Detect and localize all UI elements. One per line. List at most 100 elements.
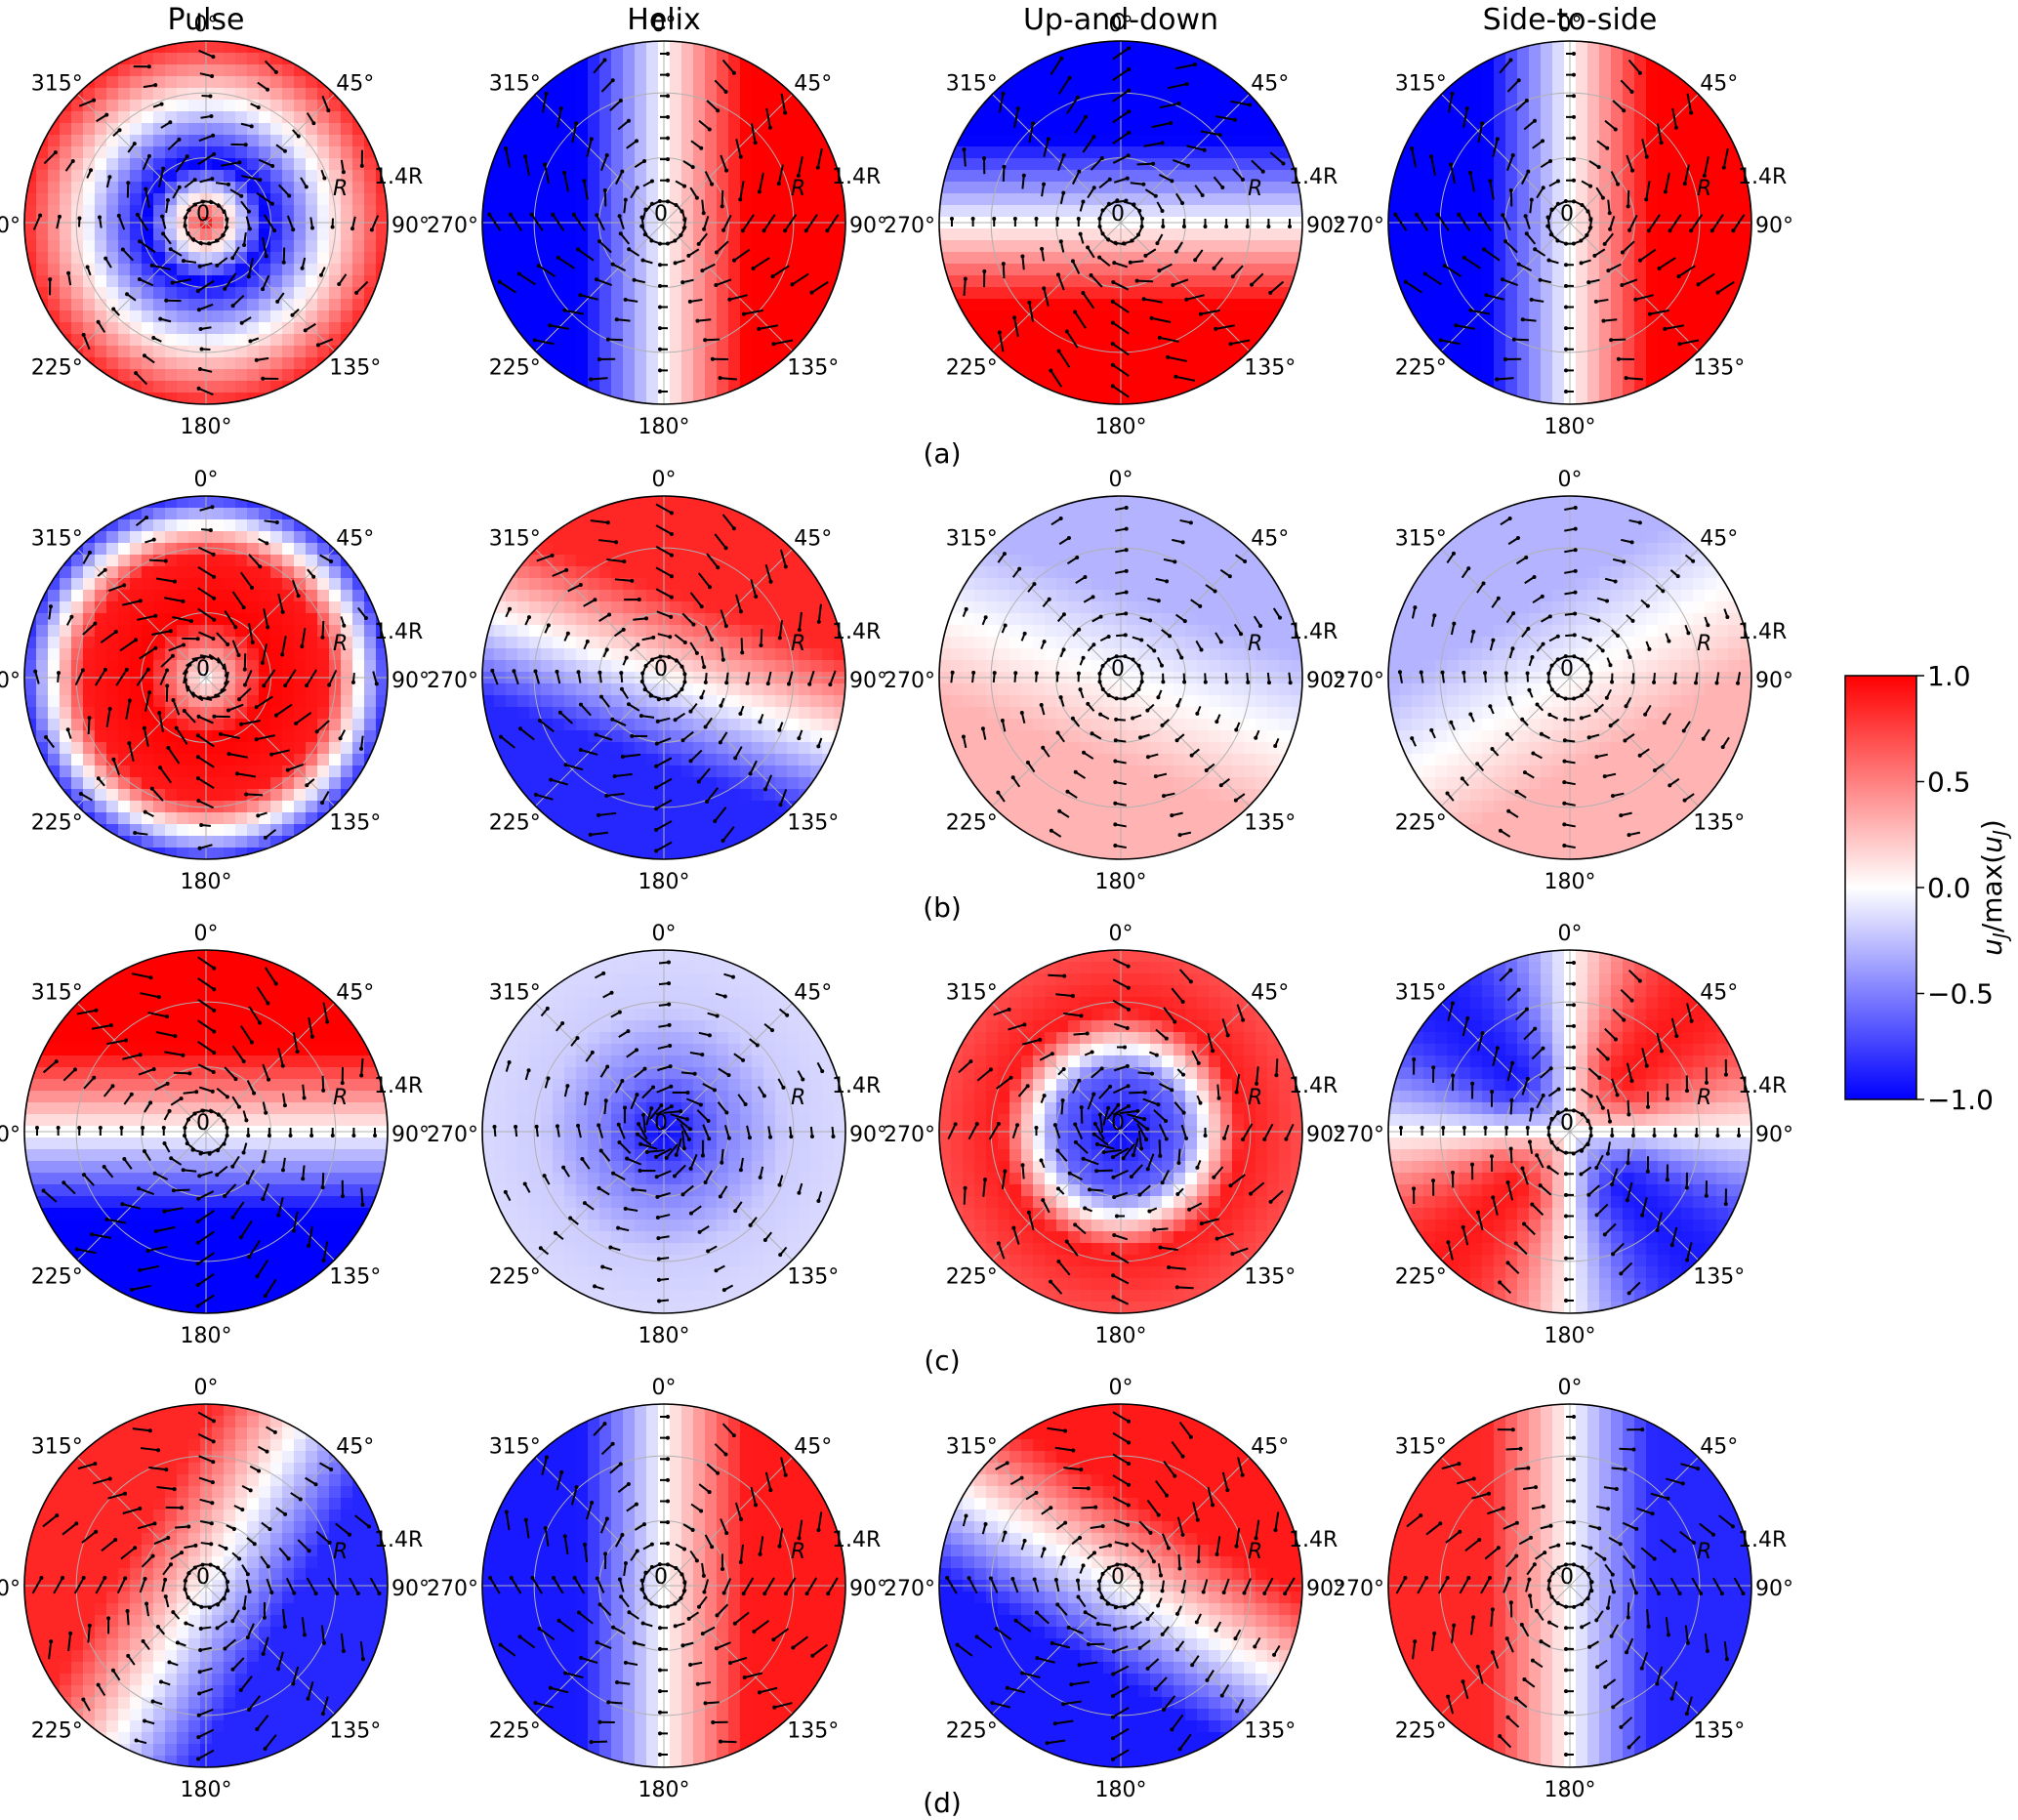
heatmap-cell xyxy=(1447,240,1460,253)
vector-arrow xyxy=(56,216,61,229)
heatmap-cell xyxy=(177,88,189,101)
vector-arrow xyxy=(1686,93,1693,113)
heatmap-cell xyxy=(1033,205,1046,218)
heatmap-cell xyxy=(118,252,131,265)
heatmap-cell xyxy=(1705,193,1717,206)
heatmap-cell xyxy=(1541,299,1553,311)
heatmap-cell xyxy=(564,53,577,65)
vector-arrowhead xyxy=(1170,179,1174,184)
vector-arrow xyxy=(1021,256,1025,270)
vector-arrowhead xyxy=(1230,274,1235,279)
heatmap-cell xyxy=(553,205,565,218)
heatmap-cell xyxy=(1611,381,1624,393)
vector-arrow xyxy=(616,318,631,322)
radial-label-inner: R xyxy=(1697,177,1711,201)
vector-arrow xyxy=(162,232,172,245)
heatmap-cell xyxy=(670,111,682,124)
heatmap-cell xyxy=(564,393,577,404)
heatmap-cell xyxy=(83,135,96,147)
heatmap-cell xyxy=(36,310,49,323)
heatmap-cell xyxy=(1388,310,1401,323)
heatmap-cell xyxy=(1541,170,1553,183)
vector-arrowhead xyxy=(724,168,729,173)
heatmap-cell xyxy=(1291,228,1302,241)
heatmap-cell xyxy=(939,299,952,311)
heatmap-cell xyxy=(247,182,260,194)
heatmap-cell xyxy=(1658,111,1670,124)
heatmap-cell xyxy=(529,240,542,253)
heatmap-cell xyxy=(364,264,377,276)
vector-arrow xyxy=(32,215,42,230)
heatmap-cell xyxy=(48,170,61,183)
heatmap-cell xyxy=(1232,381,1245,393)
heatmap-cell xyxy=(1587,287,1600,300)
vector-arrow xyxy=(1112,47,1130,61)
heatmap-cell xyxy=(681,170,694,183)
heatmap-cell xyxy=(576,393,589,404)
heatmap-cell xyxy=(1494,41,1506,54)
vector-arrowhead xyxy=(1186,163,1191,168)
heatmap-cell xyxy=(717,252,729,265)
heatmap-cell xyxy=(1009,275,1022,288)
heatmap-cell xyxy=(810,275,823,288)
vector-arrow xyxy=(743,309,763,315)
heatmap-cell xyxy=(1529,228,1542,241)
heatmap-cell xyxy=(1623,264,1635,276)
vector-arrowhead xyxy=(1457,212,1462,217)
heatmap-cell xyxy=(670,393,682,404)
heatmap-cell xyxy=(1740,381,1751,393)
vector-arrowhead xyxy=(177,137,182,142)
heatmap-cell xyxy=(1541,100,1553,112)
heatmap-cell xyxy=(1587,100,1600,112)
heatmap-cell xyxy=(1021,205,1034,218)
heatmap-cell xyxy=(376,322,388,335)
heatmap-cell xyxy=(963,252,975,265)
vector-arrowhead xyxy=(1608,227,1613,231)
heatmap-cell xyxy=(740,346,753,358)
heatmap-cell xyxy=(83,205,96,218)
heatmap-cell xyxy=(834,252,845,265)
heatmap-cell xyxy=(1470,357,1483,370)
heatmap-cell xyxy=(1197,182,1210,194)
vector-arrow xyxy=(172,186,181,199)
heatmap-cell xyxy=(177,264,189,276)
heatmap-cell xyxy=(728,193,741,206)
heatmap-cell xyxy=(717,64,729,77)
vector-arrow xyxy=(998,93,1005,113)
heatmap-cell xyxy=(728,240,741,253)
heatmap-cell xyxy=(95,393,107,404)
heatmap-cell xyxy=(212,310,225,323)
vector-arrowhead xyxy=(1454,323,1459,328)
heatmap-cell xyxy=(822,100,835,112)
heatmap-cell xyxy=(376,146,388,159)
heatmap-cell xyxy=(951,158,964,171)
vector-arrowhead xyxy=(1616,356,1621,361)
heatmap-cell xyxy=(1009,135,1022,147)
heatmap-cell xyxy=(1494,88,1506,101)
heatmap-cell xyxy=(646,381,659,393)
heatmap-cell xyxy=(1068,135,1081,147)
heatmap-cell xyxy=(1291,287,1302,300)
heatmap-cell xyxy=(588,346,600,358)
heatmap-cell xyxy=(834,53,845,65)
heatmap-cell xyxy=(165,76,178,89)
heatmap-cell xyxy=(1669,264,1682,276)
heatmap-cell xyxy=(787,310,800,323)
heatmap-cell xyxy=(1080,369,1092,382)
heatmap-cell xyxy=(364,393,377,404)
heatmap-cell xyxy=(188,158,201,171)
heatmap-cell xyxy=(1505,369,1518,382)
heatmap-cell xyxy=(1045,228,1057,241)
angle-label-225: 225° xyxy=(946,356,998,381)
heatmap-cell xyxy=(1045,264,1057,276)
heatmap-cell xyxy=(670,264,682,276)
heatmap-cell xyxy=(541,146,554,159)
heatmap-cell xyxy=(1256,205,1268,218)
vector-arrowhead xyxy=(1046,137,1050,142)
heatmap-cell xyxy=(1045,393,1057,404)
heatmap-cell xyxy=(693,158,706,171)
heatmap-cell xyxy=(306,100,318,112)
heatmap-cell xyxy=(224,310,236,323)
heatmap-cell xyxy=(247,240,260,253)
vector-arrowhead xyxy=(1572,114,1576,119)
